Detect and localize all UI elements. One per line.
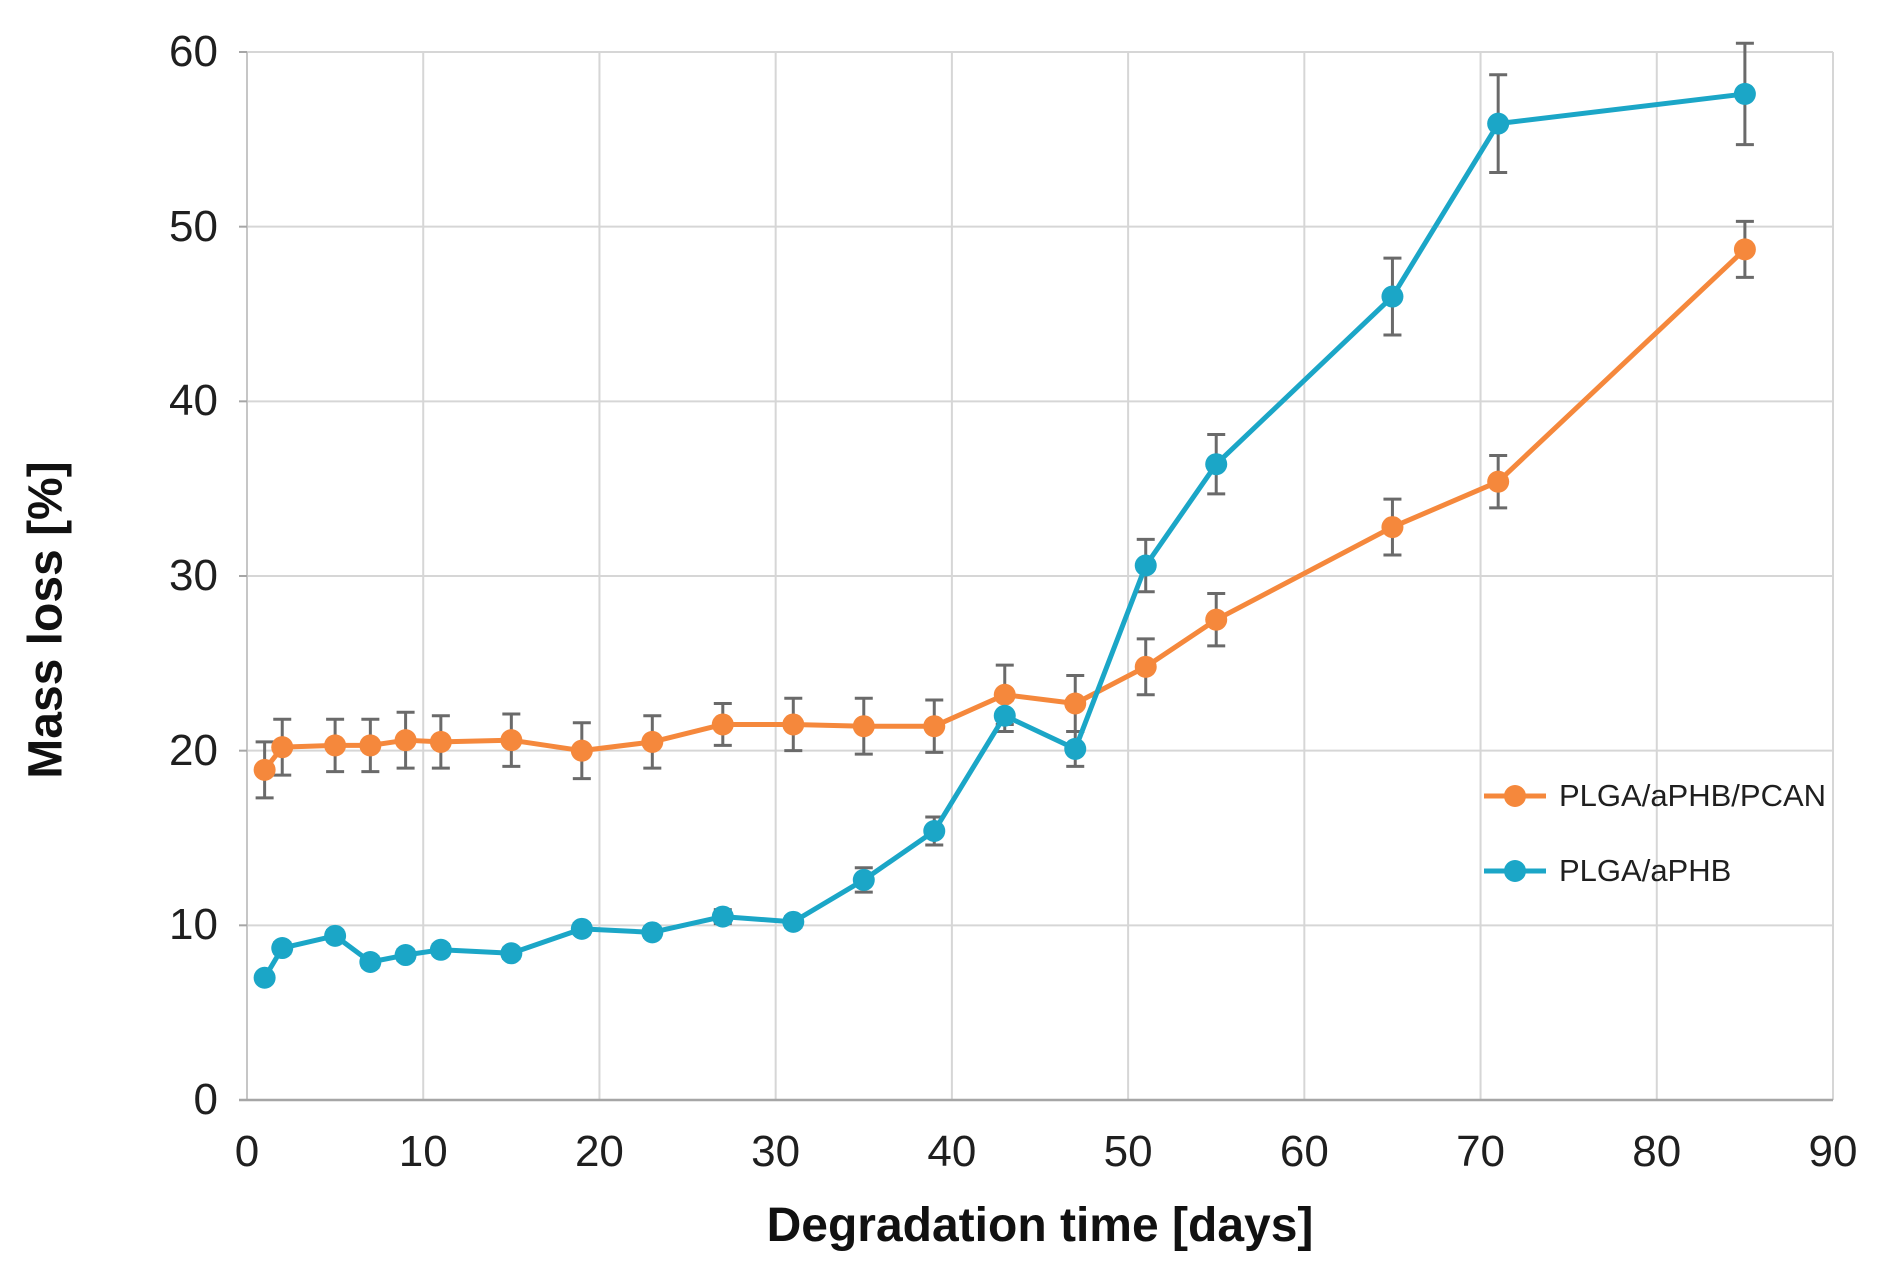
data-point-marker [641, 730, 664, 753]
data-point-marker [782, 713, 805, 736]
data-point-marker [711, 713, 734, 736]
x-tick-label: 30 [751, 1127, 801, 1176]
y-tick-label: 10 [169, 900, 218, 950]
data-point-marker [852, 715, 875, 738]
data-point-marker [1134, 554, 1157, 577]
x-tick-label: 80 [1632, 1127, 1682, 1176]
data-point-marker [923, 820, 946, 843]
legend-label: PLGA/aPHB/PCAN [1559, 778, 1827, 813]
data-point-marker [359, 951, 382, 974]
data-point-marker [359, 734, 382, 757]
data-point-marker [394, 729, 417, 752]
data-point-marker [429, 730, 452, 753]
y-tick-label: 50 [169, 201, 218, 251]
x-tick-label: 50 [1103, 1127, 1153, 1176]
data-point-marker [1733, 238, 1756, 261]
y-tick-label: 20 [169, 725, 218, 775]
series-1 [253, 82, 1756, 989]
data-point-marker [711, 905, 734, 928]
data-point-marker [253, 966, 276, 989]
legend-item-plga-aphb: PLGA/aPHB [1483, 843, 1826, 899]
data-point-marker [1487, 112, 1510, 135]
data-point-marker [1064, 692, 1087, 715]
data-point-marker [993, 704, 1016, 727]
x-tick-label: 40 [927, 1127, 977, 1176]
data-point-marker [1733, 82, 1756, 105]
x-tick-label: 10 [398, 1127, 448, 1176]
y-axis-title: Mass loss [%] [19, 461, 73, 779]
axes [239, 51, 1833, 1102]
x-tick-label: 70 [1456, 1127, 1506, 1176]
data-point-marker [923, 715, 946, 738]
data-point-marker [1134, 655, 1157, 678]
data-point-marker [1205, 453, 1228, 476]
legend-marker-line-circle-icon [1484, 860, 1546, 882]
x-tick-label: 60 [1279, 1127, 1329, 1176]
legend: PLGA/aPHB/PCAN PLGA/aPHB [1483, 768, 1826, 899]
data-point-marker [1381, 516, 1404, 539]
y-tick-label: 40 [169, 376, 218, 426]
data-point-marker [1205, 608, 1228, 631]
data-point-marker [271, 937, 294, 960]
legend-marker-line-circle-icon [1484, 785, 1546, 807]
data-point-marker [324, 734, 347, 757]
data-point-marker [271, 736, 294, 759]
data-point-marker [500, 729, 523, 752]
legend-label: PLGA/aPHB [1559, 853, 1732, 888]
data-point-marker [570, 917, 593, 940]
data-point-marker [570, 739, 593, 762]
legend-item-plga-aphb-pcan: PLGA/aPHB/PCAN [1483, 768, 1826, 824]
data-point-marker [1064, 737, 1087, 760]
x-tick-label: 90 [1808, 1127, 1858, 1176]
data-point-marker [500, 942, 523, 965]
data-point-marker [253, 758, 276, 781]
data-point-marker [852, 868, 875, 891]
data-point-marker [429, 938, 452, 961]
data-point-marker [782, 910, 805, 933]
data-point-marker [993, 683, 1016, 706]
y-tick-label: 0 [193, 1075, 218, 1124]
series-0 [253, 238, 1756, 781]
x-axis-title: Degradation time [days] [766, 1199, 1314, 1252]
gridlines [246, 51, 1834, 1101]
x-tick-label: 0 [234, 1127, 260, 1176]
y-tick-label: 60 [169, 27, 218, 76]
data-point-marker [394, 944, 417, 967]
y-tick-label: 30 [169, 551, 218, 600]
data-point-marker [1381, 285, 1404, 308]
data-point-marker [324, 924, 347, 947]
x-tick-label: 20 [574, 1127, 624, 1176]
data-point-marker [641, 921, 664, 944]
data-point-marker [1487, 470, 1510, 493]
